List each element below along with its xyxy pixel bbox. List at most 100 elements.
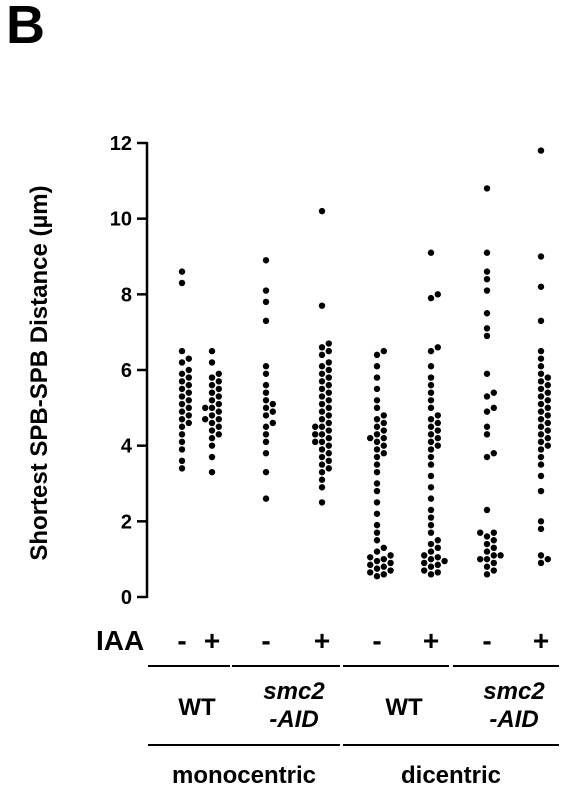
data-point [262, 363, 270, 370]
data-point [178, 465, 186, 472]
data-point [208, 404, 216, 412]
y-tick-label: 4 [121, 436, 133, 458]
data-point [215, 431, 222, 438]
data-point [483, 408, 491, 415]
data-point [318, 431, 326, 438]
data-point [325, 442, 332, 449]
data-point [312, 438, 319, 446]
data-point [178, 423, 186, 430]
data-point [325, 397, 332, 404]
data-point [208, 397, 216, 404]
data-point [215, 393, 222, 400]
data-point [325, 359, 332, 366]
data-point [208, 359, 216, 366]
data-point [178, 438, 186, 446]
data-point [387, 559, 394, 567]
data-point [215, 400, 222, 408]
data-point [483, 185, 491, 192]
data-point [325, 427, 332, 434]
data-point [427, 397, 435, 404]
data-point [262, 438, 270, 446]
data-point [427, 514, 435, 521]
data-point [269, 408, 276, 415]
data-point [380, 555, 387, 563]
data-point [434, 544, 441, 552]
data-point [537, 363, 545, 370]
data-point [325, 374, 332, 381]
data-point [178, 359, 186, 366]
data-point [544, 442, 551, 449]
data-point [434, 434, 441, 442]
data-point [434, 554, 441, 561]
data-point [262, 412, 270, 419]
data-point [215, 408, 222, 415]
data-point [262, 495, 270, 502]
data-point [373, 453, 381, 461]
data-point [490, 552, 497, 559]
data-point [483, 393, 491, 400]
data-point [537, 461, 545, 468]
data-point [483, 453, 491, 461]
data-point [427, 446, 435, 453]
data-point [483, 571, 491, 578]
data-point [427, 472, 435, 480]
data-point [262, 257, 270, 264]
data-point [483, 310, 491, 317]
data-point [490, 537, 497, 544]
data-point [490, 567, 497, 574]
data-point [262, 317, 270, 325]
data-point [537, 378, 545, 385]
data-point [318, 499, 326, 506]
data-point [178, 370, 186, 377]
data-point [373, 351, 381, 359]
data-point [262, 423, 270, 430]
data-point [373, 415, 381, 423]
data-point [544, 419, 551, 427]
data-point [178, 446, 186, 453]
data-point [178, 393, 186, 400]
genotype-label: WT [385, 694, 423, 721]
data-point [537, 385, 545, 393]
data-point [427, 294, 435, 302]
data-point [185, 374, 192, 381]
data-point [373, 385, 381, 393]
data-point [373, 374, 381, 381]
data-point [427, 374, 435, 381]
iaa-sign: - [372, 625, 381, 656]
data-point [434, 419, 441, 427]
data-point [367, 554, 374, 561]
data-point [537, 400, 545, 408]
data-point [215, 370, 222, 377]
data-point [537, 283, 545, 290]
data-point [215, 378, 222, 385]
data-point [434, 427, 441, 434]
data-point [427, 571, 435, 578]
data-point [427, 389, 435, 396]
data-point [380, 412, 387, 419]
data-point [421, 567, 428, 574]
data-point [318, 302, 326, 309]
genotype-label: -AID [269, 706, 318, 733]
data-point [178, 457, 186, 464]
data-point [185, 412, 192, 419]
data-point [537, 423, 545, 430]
data-point [208, 427, 216, 434]
data-point [380, 347, 387, 355]
data-point [537, 518, 545, 525]
data-point [318, 484, 326, 491]
data-point [373, 461, 381, 468]
genotype-label: -AID [489, 706, 538, 733]
y-tick-label: 6 [121, 360, 132, 382]
data-point [318, 400, 326, 408]
data-point [373, 446, 381, 453]
data-point [537, 415, 545, 423]
genotype-label: smc2 [483, 678, 545, 705]
iaa-label: IAA [96, 625, 144, 656]
data-point [544, 389, 551, 396]
data-point [202, 404, 209, 412]
iaa-sign: + [204, 625, 220, 656]
data-point [427, 415, 435, 423]
data-point [537, 370, 545, 377]
data-point [483, 555, 491, 563]
